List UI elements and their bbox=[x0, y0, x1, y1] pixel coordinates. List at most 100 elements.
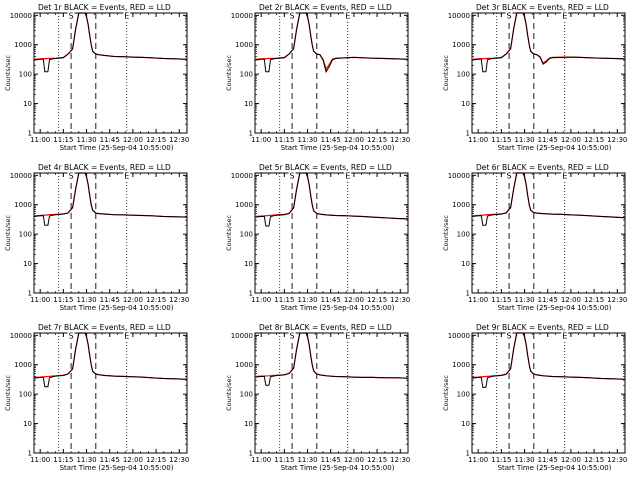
marker-label-S: S bbox=[290, 332, 295, 341]
y-tick-label: 100 bbox=[240, 231, 253, 239]
y-tick-label: 1000 bbox=[14, 41, 32, 49]
x-tick-label: 11:45 bbox=[538, 296, 558, 304]
y-tick-label: 1 bbox=[249, 130, 253, 138]
x-tick-label: 12:00 bbox=[123, 136, 143, 144]
marker-label-S: S bbox=[69, 12, 74, 21]
y-tick-label: 1 bbox=[466, 450, 470, 458]
y-tick-label: 100 bbox=[457, 231, 470, 239]
y-axis-label: Counts/sec bbox=[4, 55, 12, 91]
panel-title: Det 3r BLACK = Events, RED = LLD bbox=[476, 3, 609, 12]
x-tick-label: 12:30 bbox=[607, 456, 627, 464]
series-events-line bbox=[33, 12, 188, 73]
x-tick-label: 11:30 bbox=[76, 456, 96, 464]
y-tick-label: 10000 bbox=[10, 12, 32, 20]
panel-7: 1 10 100 1000 10000 11:00 11:15 11:30 11:45 12:00… bbox=[4, 323, 189, 472]
panel-title: Det 9r BLACK = Events, RED = LLD bbox=[476, 323, 609, 332]
y-tick-label: 10000 bbox=[448, 172, 470, 180]
x-tick-label: 11:00 bbox=[251, 296, 271, 304]
x-tick-label: 11:00 bbox=[468, 456, 488, 464]
x-tick-label: 11:15 bbox=[53, 136, 73, 144]
panel-title: Det 6r BLACK = Events, RED = LLD bbox=[476, 163, 609, 172]
plot-frame bbox=[254, 332, 409, 454]
y-tick-label: 10 bbox=[244, 100, 253, 108]
y-axis-label: Counts/sec bbox=[225, 375, 233, 411]
y-tick-label: 1000 bbox=[14, 201, 32, 209]
y-tick-label: 100 bbox=[457, 391, 470, 399]
y-tick-label: 1 bbox=[249, 450, 253, 458]
marker-label-E: E bbox=[562, 332, 567, 341]
y-tick-label: 1000 bbox=[14, 361, 32, 369]
marker-label-bg bbox=[67, 12, 75, 20]
x-tick-label: 11:30 bbox=[76, 136, 96, 144]
x-tick-label: 11:30 bbox=[76, 296, 96, 304]
y-tick-label: 100 bbox=[457, 71, 470, 79]
x-tick-label: 12:00 bbox=[344, 296, 364, 304]
series-events-line bbox=[471, 12, 626, 73]
y-tick-label: 100 bbox=[19, 391, 32, 399]
x-tick-label: 12:15 bbox=[367, 456, 387, 464]
x-tick-label: 12:30 bbox=[607, 296, 627, 304]
plot-frame bbox=[33, 172, 188, 294]
x-tick-label: 12:30 bbox=[169, 296, 189, 304]
x-tick-label: 12:30 bbox=[169, 456, 189, 464]
x-tick-label: 12:15 bbox=[146, 296, 166, 304]
series-events-line bbox=[254, 172, 409, 227]
y-tick-label: 10000 bbox=[231, 12, 253, 20]
x-tick-label: 12:30 bbox=[169, 136, 189, 144]
marker-label-S: S bbox=[290, 172, 295, 181]
x-tick-label: 12:15 bbox=[146, 136, 166, 144]
x-tick-label: 11:45 bbox=[321, 136, 341, 144]
y-tick-label: 10 bbox=[461, 420, 470, 428]
x-tick-label: 11:00 bbox=[251, 136, 271, 144]
x-tick-label: 11:15 bbox=[274, 136, 294, 144]
marker-label-bg bbox=[505, 12, 513, 20]
marker-label-E: E bbox=[124, 332, 129, 341]
y-tick-label: 1000 bbox=[452, 361, 470, 369]
x-axis-label: Start Time (25-Sep-04 10:55:00) bbox=[281, 144, 395, 152]
y-tick-label: 10000 bbox=[448, 12, 470, 20]
x-tick-label: 11:15 bbox=[491, 456, 511, 464]
marker-label-bg bbox=[67, 172, 75, 180]
x-tick-label: 11:45 bbox=[538, 136, 558, 144]
panel-title: Det 8r BLACK = Events, RED = LLD bbox=[259, 323, 392, 332]
panel-title: Det 5r BLACK = Events, RED = LLD bbox=[259, 163, 392, 172]
plot-frame bbox=[471, 332, 626, 454]
y-tick-label: 10000 bbox=[448, 332, 470, 340]
x-tick-label: 11:30 bbox=[297, 296, 317, 304]
y-tick-label: 1000 bbox=[235, 201, 253, 209]
x-tick-label: 11:45 bbox=[100, 296, 120, 304]
y-tick-label: 100 bbox=[240, 391, 253, 399]
x-tick-label: 12:00 bbox=[561, 136, 581, 144]
y-tick-label: 1000 bbox=[452, 41, 470, 49]
x-axis-label: Start Time (25-Sep-04 10:55:00) bbox=[60, 144, 174, 152]
panel-title: Det 2r BLACK = Events, RED = LLD bbox=[259, 3, 392, 12]
marker-label-bg bbox=[505, 172, 513, 180]
y-tick-label: 1000 bbox=[235, 41, 253, 49]
x-tick-label: 11:30 bbox=[514, 136, 534, 144]
plot-frame bbox=[471, 12, 626, 134]
marker-label-bg bbox=[344, 332, 352, 340]
x-tick-label: 11:30 bbox=[297, 456, 317, 464]
panel-4: 1 10 100 1000 10000 11:00 11:15 11:30 11:45 12:00… bbox=[4, 163, 189, 312]
x-axis-label: Start Time (25-Sep-04 10:55:00) bbox=[281, 464, 395, 472]
y-tick-label: 1000 bbox=[452, 201, 470, 209]
x-tick-label: 12:00 bbox=[123, 456, 143, 464]
panel-6: 1 10 100 1000 10000 11:00 11:15 11:30 11:45 12:00… bbox=[442, 163, 627, 312]
x-tick-label: 11:15 bbox=[491, 136, 511, 144]
x-tick-label: 11:00 bbox=[30, 456, 50, 464]
x-tick-label: 11:45 bbox=[100, 456, 120, 464]
panel-title: Det 4r BLACK = Events, RED = LLD bbox=[38, 163, 171, 172]
y-tick-label: 10000 bbox=[10, 332, 32, 340]
x-tick-label: 11:00 bbox=[468, 296, 488, 304]
series-events-line bbox=[33, 172, 188, 226]
panel-2: 1 10 100 1000 10000 11:00 11:15 11:30 11:45 12:00… bbox=[225, 3, 410, 152]
x-tick-label: 11:00 bbox=[251, 456, 271, 464]
y-tick-label: 1 bbox=[249, 290, 253, 298]
x-tick-label: 11:45 bbox=[321, 456, 341, 464]
marker-label-bg bbox=[288, 332, 296, 340]
y-axis-label: Counts/sec bbox=[442, 375, 450, 411]
x-tick-label: 11:30 bbox=[514, 296, 534, 304]
marker-label-bg bbox=[505, 332, 513, 340]
x-tick-label: 11:00 bbox=[30, 296, 50, 304]
marker-label-E: E bbox=[562, 172, 567, 181]
